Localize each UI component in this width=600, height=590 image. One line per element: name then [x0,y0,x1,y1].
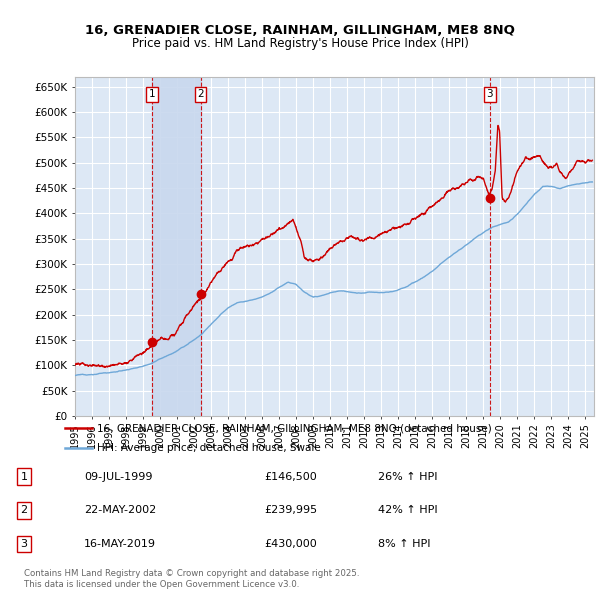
Text: 8% ↑ HPI: 8% ↑ HPI [378,539,431,549]
Text: 16, GRENADIER CLOSE, RAINHAM, GILLINGHAM, ME8 8NQ: 16, GRENADIER CLOSE, RAINHAM, GILLINGHAM… [85,24,515,37]
Text: Price paid vs. HM Land Registry's House Price Index (HPI): Price paid vs. HM Land Registry's House … [131,37,469,50]
Text: Contains HM Land Registry data © Crown copyright and database right 2025.
This d: Contains HM Land Registry data © Crown c… [24,569,359,589]
Text: 1: 1 [20,471,28,481]
Text: 22-MAY-2002: 22-MAY-2002 [84,505,156,515]
Text: £239,995: £239,995 [264,505,317,515]
Text: 2: 2 [197,90,204,100]
Text: 3: 3 [20,539,28,549]
Text: £146,500: £146,500 [264,471,317,481]
Text: 16-MAY-2019: 16-MAY-2019 [84,539,156,549]
Text: 42% ↑ HPI: 42% ↑ HPI [378,505,437,515]
Text: 09-JUL-1999: 09-JUL-1999 [84,471,152,481]
Text: 16, GRENADIER CLOSE, RAINHAM, GILLINGHAM, ME8 8NQ (detached house): 16, GRENADIER CLOSE, RAINHAM, GILLINGHAM… [97,424,491,434]
Text: HPI: Average price, detached house, Swale: HPI: Average price, detached house, Swal… [97,442,320,453]
Text: 26% ↑ HPI: 26% ↑ HPI [378,471,437,481]
Text: £430,000: £430,000 [264,539,317,549]
Text: 2: 2 [20,505,28,515]
Text: 3: 3 [487,90,493,100]
Text: 1: 1 [149,90,155,100]
Bar [152,77,200,416]
